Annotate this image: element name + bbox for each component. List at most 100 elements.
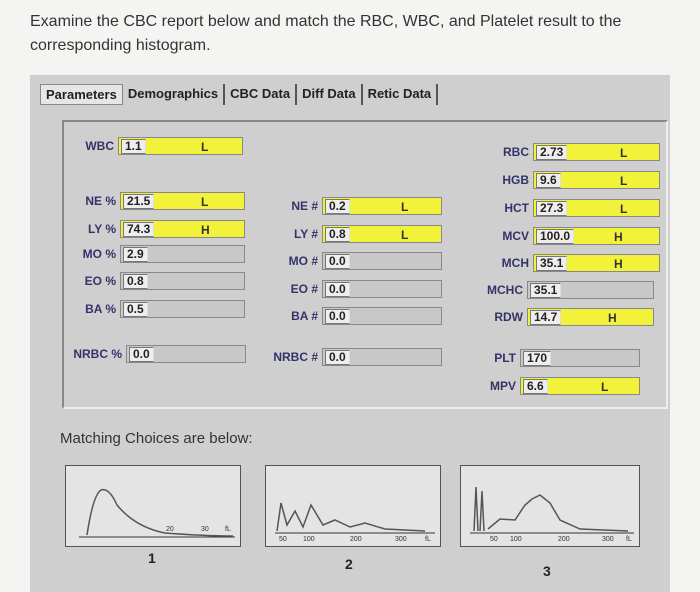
- field-box: 0.5: [120, 300, 245, 318]
- tick-label: 200: [350, 536, 362, 543]
- tick-label: fL: [626, 536, 632, 543]
- tick-label: 100: [510, 536, 522, 543]
- histogram-2: 50 100 200 300 fL: [265, 465, 441, 547]
- field-value: 1.1: [121, 139, 146, 154]
- tick-label: 300: [395, 536, 407, 543]
- histogram-number: 1: [148, 550, 156, 566]
- field-value: 0.0: [325, 309, 350, 324]
- tab-bar: Parameters Demographics CBC Data Diff Data R…: [40, 84, 439, 105]
- field-label: NE #: [291, 199, 318, 213]
- tick-label: fL: [225, 526, 231, 533]
- field-box: 0.0: [322, 348, 442, 366]
- field-value: 9.6: [536, 173, 561, 188]
- field-label: MCV: [502, 229, 529, 243]
- field-box: 0.8 L: [322, 225, 442, 243]
- field-box: 0.0: [322, 252, 442, 270]
- field-flag: L: [401, 228, 409, 242]
- field-label: NE %: [85, 194, 116, 208]
- field-value: 0.0: [129, 347, 154, 362]
- field-label: BA %: [85, 302, 116, 316]
- field-label: MPV: [489, 379, 516, 393]
- tab: Parameters: [40, 84, 123, 105]
- histogram-1: 20 30 fL: [65, 465, 241, 547]
- field-flag: L: [601, 380, 609, 394]
- field-value: 74.3: [123, 222, 155, 237]
- field-box: 1.1 L: [118, 137, 243, 155]
- field-box: 9.6 L: [533, 171, 660, 189]
- field-flag: H: [608, 311, 617, 325]
- field-label: MCH: [501, 256, 529, 270]
- tick-label: 30: [201, 526, 209, 533]
- field-label: EO %: [84, 274, 116, 288]
- field-value: 0.0: [325, 254, 350, 269]
- field-box: 35.1: [527, 281, 654, 299]
- field-flag: H: [614, 257, 623, 271]
- field-label: LY #: [293, 227, 318, 241]
- field-box: 74.3 H: [120, 220, 245, 238]
- field-box: 100.0 H: [533, 227, 660, 245]
- field-value: 0.0: [325, 350, 350, 365]
- field-value: 6.6: [523, 379, 548, 394]
- field-label: MCHC: [487, 283, 523, 297]
- field-flag: H: [614, 230, 623, 244]
- histogram-3: 50 100 200 300 fL: [460, 465, 640, 547]
- field-label: EO #: [290, 282, 318, 296]
- field-label: LY %: [87, 222, 116, 236]
- field-box: 170: [520, 349, 640, 367]
- field-label: MO %: [82, 247, 116, 261]
- matching-label: Matching Choices are below:: [60, 430, 253, 447]
- tick-label: 20: [166, 526, 174, 533]
- field-value: 0.0: [325, 282, 350, 297]
- field-box: 14.7 H: [527, 308, 654, 326]
- tick-label: 50: [279, 536, 287, 543]
- field-label: MO #: [288, 254, 318, 268]
- field-value: 35.1: [530, 283, 562, 298]
- histogram-number: 2: [345, 556, 353, 572]
- field-label: RBC: [503, 145, 529, 159]
- field-box: 35.1 H: [533, 254, 660, 272]
- field-label: WBC: [85, 139, 114, 153]
- field-flag: L: [620, 202, 628, 216]
- tab: Retic Data: [363, 84, 439, 105]
- field-label: BA #: [291, 309, 318, 323]
- tick-label: 50: [490, 536, 498, 543]
- field-value: 27.3: [536, 201, 568, 216]
- tab: Demographics: [123, 84, 226, 105]
- tab: CBC Data: [225, 84, 298, 105]
- field-box: 21.5 L: [120, 192, 245, 210]
- field-value: 21.5: [123, 194, 155, 209]
- field-box: 0.0: [126, 345, 246, 363]
- field-label: HGB: [502, 173, 529, 187]
- field-label: NRBC %: [73, 347, 122, 361]
- tick-label: fL: [425, 536, 431, 543]
- field-flag: L: [401, 200, 409, 214]
- field-box: 0.0: [322, 307, 442, 325]
- field-value: 170: [523, 351, 552, 366]
- field-value: 0.2: [325, 199, 350, 214]
- field-box: 2.73 L: [533, 143, 660, 161]
- cbc-panel: [62, 120, 668, 409]
- field-value: 35.1: [536, 256, 568, 271]
- tick-label: 100: [303, 536, 315, 543]
- field-label: NRBC #: [273, 350, 318, 364]
- field-label: PLT: [494, 351, 516, 365]
- field-box: 27.3 L: [533, 199, 660, 217]
- field-flag: L: [201, 195, 209, 209]
- field-box: 0.2 L: [322, 197, 442, 215]
- field-value: 2.73: [536, 145, 568, 160]
- field-label: RDW: [494, 310, 523, 324]
- histogram-number: 3: [543, 563, 551, 579]
- field-value: 2.9: [123, 247, 148, 262]
- field-box: 0.0: [322, 280, 442, 298]
- field-flag: L: [620, 146, 628, 160]
- field-label: HCT: [504, 201, 529, 215]
- field-value: 100.0: [536, 229, 575, 244]
- tick-label: 300: [602, 536, 614, 543]
- field-flag: L: [201, 140, 209, 154]
- field-flag: H: [201, 223, 210, 237]
- tab: Diff Data: [297, 84, 363, 105]
- field-box: 6.6 L: [520, 377, 640, 395]
- field-value: 0.5: [123, 302, 148, 317]
- field-value: 0.8: [325, 227, 350, 242]
- question: Examine the CBC report below and match t…: [30, 13, 622, 54]
